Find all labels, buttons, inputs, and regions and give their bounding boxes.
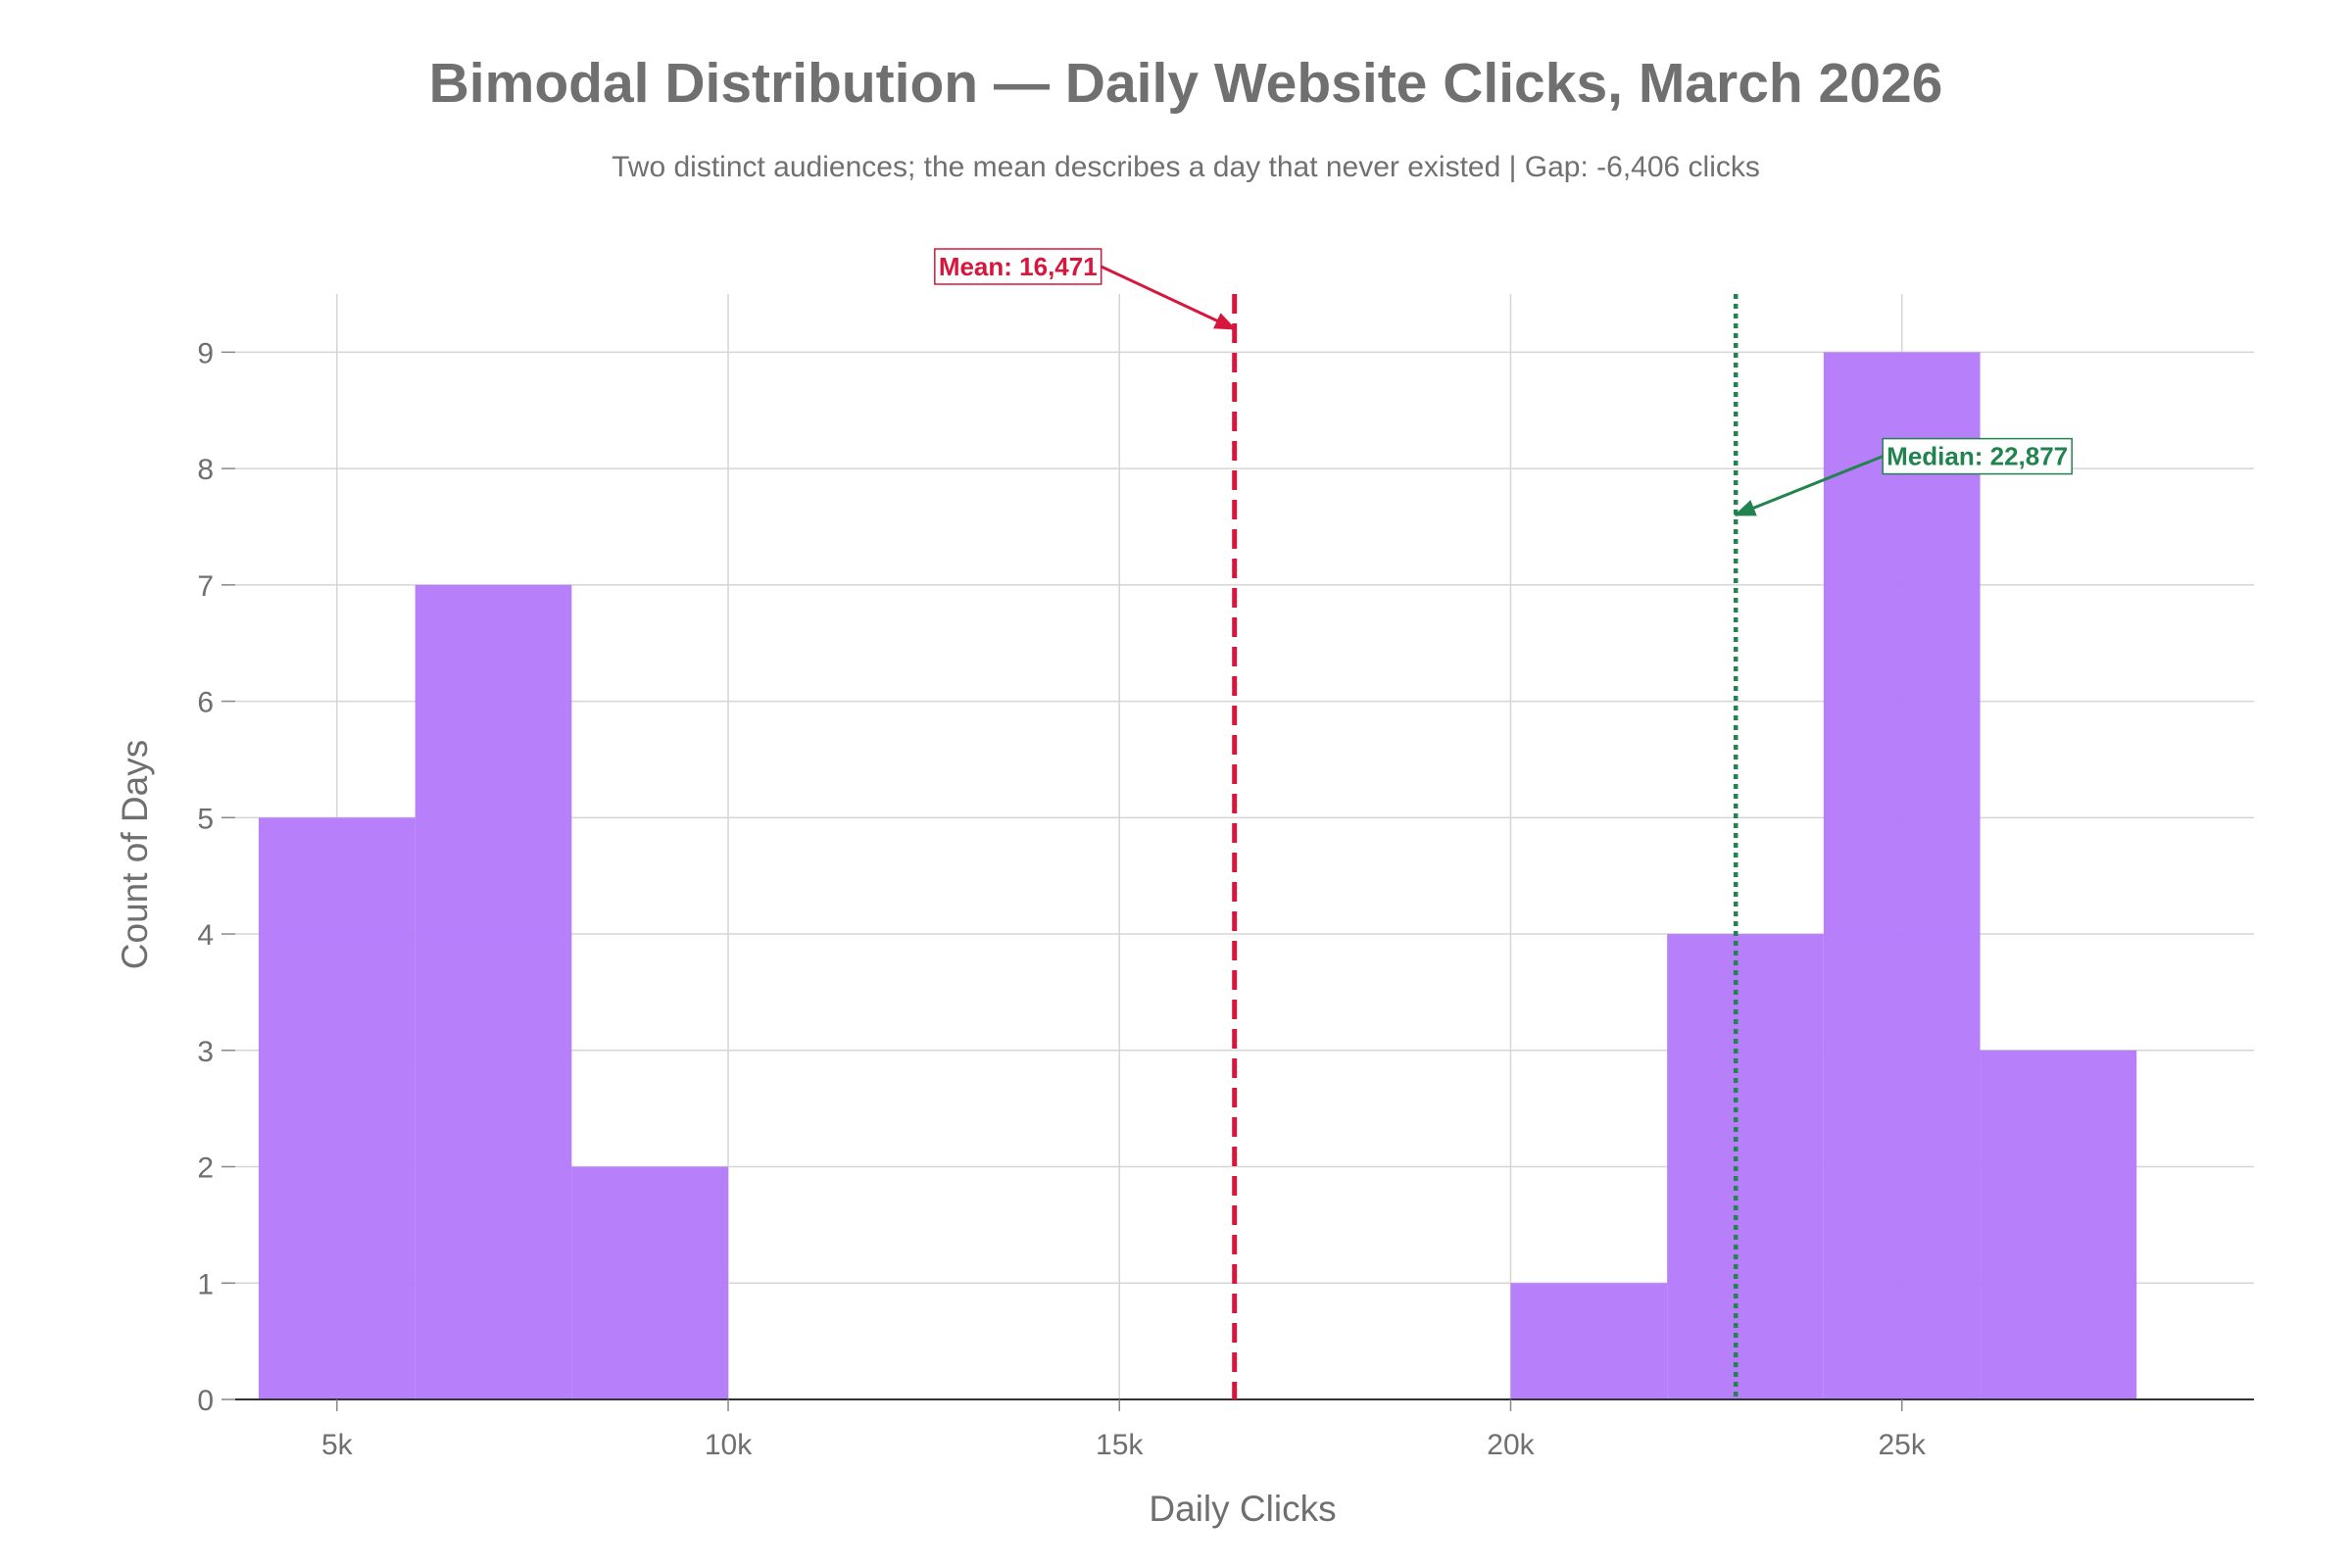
y-tick-label: 2 bbox=[197, 1152, 214, 1185]
reference-lines: Mean: 16,471 Median: 22,877 bbox=[934, 248, 2073, 1399]
x-tick-label: 20k bbox=[1487, 1429, 1535, 1461]
x-tick-label: 25k bbox=[1879, 1429, 1927, 1461]
x-tick-labels: 5k 10k 15k 20k 25k bbox=[321, 1429, 1927, 1461]
histogram-bar bbox=[1823, 352, 1981, 1399]
histogram-bars bbox=[258, 352, 2137, 1399]
y-tick-label: 6 bbox=[197, 687, 214, 719]
histogram-bar bbox=[415, 584, 572, 1399]
y-tick-label: 1 bbox=[197, 1268, 214, 1300]
y-axis-title: Count of Days bbox=[115, 740, 155, 969]
x-tick-label: 10k bbox=[705, 1429, 753, 1461]
x-axis-title: Daily Clicks bbox=[1149, 1489, 1336, 1529]
median-label: Median: 22,877 bbox=[1886, 442, 2068, 471]
y-tick-label: 0 bbox=[197, 1385, 214, 1417]
y-tick-label: 9 bbox=[197, 337, 214, 369]
histogram-bar bbox=[1667, 934, 1824, 1399]
x-tick-label: 5k bbox=[321, 1429, 354, 1461]
y-tick-label: 4 bbox=[197, 919, 214, 952]
mean-annotation: Mean: 16,471 bbox=[934, 248, 1102, 285]
axes bbox=[221, 351, 2254, 1411]
median-annotation: Median: 22,877 bbox=[1882, 437, 2073, 475]
histogram-bar bbox=[571, 1166, 729, 1399]
median-arrow bbox=[1734, 455, 1884, 516]
histogram-bar bbox=[1510, 1283, 1668, 1399]
y-tick-label: 7 bbox=[197, 570, 214, 603]
histogram-bar bbox=[1980, 1050, 2137, 1399]
mean-arrow bbox=[1101, 265, 1237, 330]
chart-title: Bimodal Distribution — Daily Website Cli… bbox=[429, 52, 1943, 115]
y-tick-label: 3 bbox=[197, 1036, 214, 1068]
median-label-box bbox=[1882, 437, 2073, 475]
mean-label-box bbox=[934, 248, 1102, 285]
y-tick-label: 8 bbox=[197, 454, 214, 486]
mean-label: Mean: 16,471 bbox=[939, 252, 1098, 281]
y-tick-labels: 0 1 2 3 4 5 6 7 8 9 bbox=[197, 337, 214, 1417]
histogram-bar bbox=[258, 817, 416, 1399]
chart-subtitle: Two distinct audiences; the mean describ… bbox=[612, 151, 1760, 183]
x-tick-label: 15k bbox=[1096, 1429, 1144, 1461]
y-tick-label: 5 bbox=[197, 803, 214, 835]
